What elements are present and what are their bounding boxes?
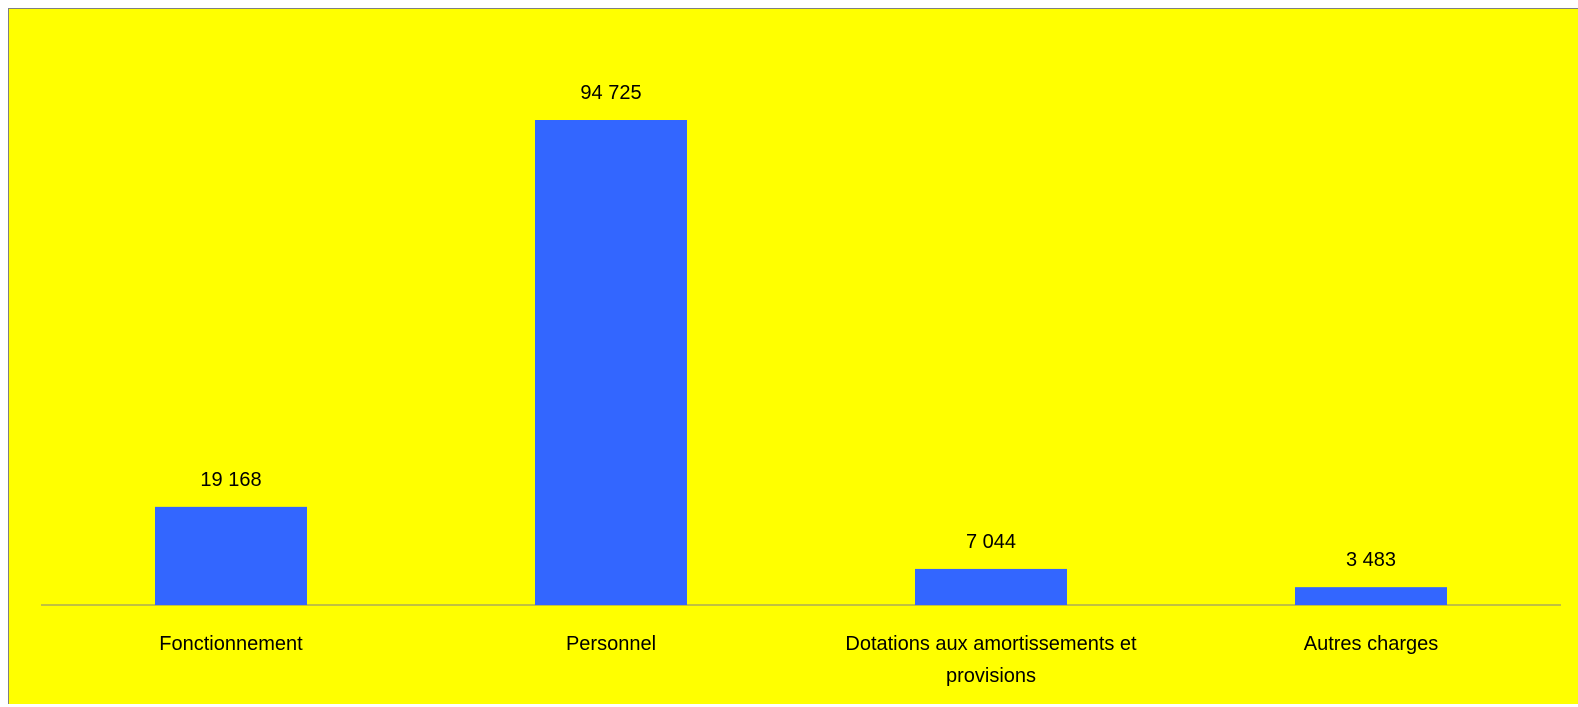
category-label-1: Personnel — [566, 633, 656, 655]
bar-0 — [155, 506, 307, 605]
bar-2 — [915, 568, 1067, 605]
category-label-2: Dotations aux amortissements et provision… — [845, 633, 1137, 687]
bar-3 — [1295, 587, 1447, 605]
chart-area: 19 168 Fonctionnement 94 725 Personnel 7 044… — [8, 8, 1578, 704]
category-label-0: Fonctionnement — [159, 633, 303, 655]
data-label-2: 7 044 — [966, 531, 1016, 553]
category-label-3: Autres charges — [1304, 633, 1439, 655]
data-label-1: 94 725 — [580, 82, 641, 104]
data-label-0: 19 168 — [200, 469, 261, 491]
data-label-3: 3 483 — [1346, 549, 1396, 571]
bar-chart: 19 168 Fonctionnement 94 725 Personnel 7 044… — [41, 82, 1561, 687]
bar-1 — [535, 120, 687, 605]
